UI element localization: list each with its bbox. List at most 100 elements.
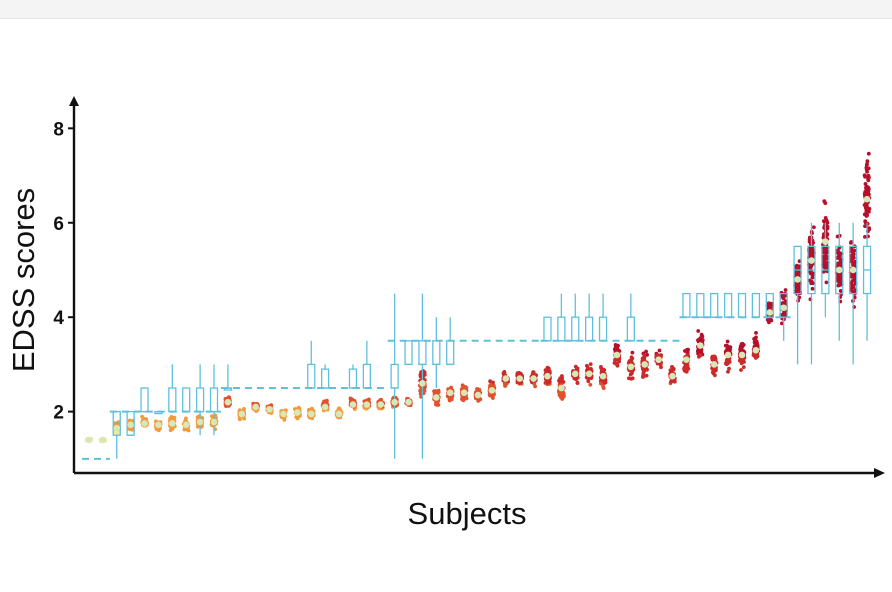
- mean-marker: [155, 421, 162, 429]
- observation-point: [488, 379, 492, 384]
- observation-point: [294, 415, 299, 419]
- observation-point: [422, 370, 427, 375]
- observation-point: [824, 263, 829, 268]
- observation-point: [852, 277, 857, 282]
- observation-point: [839, 277, 843, 282]
- observation-point: [685, 353, 690, 358]
- observation-point: [422, 389, 427, 393]
- mean-marker: [585, 370, 593, 378]
- observation-point: [630, 350, 635, 355]
- observation-point: [168, 416, 173, 421]
- observation-point: [142, 417, 146, 421]
- boxplot-box: [626, 316, 635, 342]
- observation-point: [863, 205, 868, 210]
- observation-point: [796, 273, 800, 278]
- mean-marker: [196, 418, 204, 426]
- observation-point: [559, 395, 563, 400]
- boxplot-box: [168, 387, 177, 413]
- observation-point: [614, 347, 619, 351]
- observation-point: [726, 369, 730, 374]
- observation-point: [836, 262, 841, 267]
- y-tick-label: 6: [53, 214, 64, 235]
- observation-point: [727, 366, 731, 371]
- observation-point: [794, 287, 799, 292]
- observation-point: [821, 219, 826, 224]
- observation-point: [836, 283, 841, 288]
- observation-point: [783, 288, 788, 292]
- observation-point: [699, 349, 703, 353]
- observation-point: [753, 341, 757, 345]
- observation-point: [864, 163, 869, 167]
- boxplot-box: [321, 368, 330, 389]
- observation-point: [794, 264, 799, 269]
- observation-point: [561, 394, 566, 399]
- boxplot-box: [182, 387, 191, 413]
- mean-marker: [141, 420, 148, 427]
- observation-point: [852, 260, 857, 265]
- observation-point: [561, 380, 566, 384]
- observation-point: [602, 380, 607, 385]
- observation-point: [824, 254, 829, 259]
- observation-point: [558, 392, 562, 396]
- observation-point: [433, 390, 438, 395]
- mean-marker: [558, 384, 565, 392]
- observation-point: [655, 353, 660, 358]
- boxplot-box: [390, 363, 399, 389]
- mean-marker: [280, 410, 287, 418]
- observation-point: [697, 338, 701, 343]
- boxplot-box: [751, 292, 761, 318]
- browser-top-strip: [0, 0, 892, 19]
- observation-point: [669, 380, 673, 384]
- observation-point: [738, 347, 742, 352]
- y-tick-label: 2: [53, 403, 64, 424]
- observation-point: [683, 349, 687, 353]
- mean-marker: [780, 304, 787, 312]
- mean-marker: [294, 409, 301, 416]
- observation-point: [644, 373, 649, 378]
- observation-point: [821, 261, 826, 266]
- observation-point: [282, 416, 287, 421]
- observation-point: [838, 289, 843, 293]
- mean-marker: [766, 309, 774, 316]
- observation-point: [863, 235, 867, 239]
- observation-point: [852, 248, 857, 253]
- observation-point: [851, 252, 856, 257]
- observation-point: [113, 431, 117, 436]
- observation-point: [825, 220, 830, 225]
- mean-marker: [752, 346, 760, 354]
- observation-point: [823, 258, 827, 262]
- observation-point: [367, 397, 371, 402]
- observation-point: [532, 381, 537, 386]
- boxplot-box: [571, 316, 580, 342]
- observation-point: [585, 363, 589, 368]
- observation-point: [781, 313, 786, 318]
- observation-point: [501, 372, 506, 376]
- observation-point: [575, 380, 580, 385]
- mean-marker: [460, 389, 468, 397]
- observation-point: [200, 416, 205, 420]
- observation-point: [835, 256, 840, 260]
- mean-marker: [641, 361, 649, 368]
- observation-point: [780, 301, 785, 305]
- observation-point: [710, 357, 715, 362]
- observation-point: [588, 362, 593, 366]
- observation-point: [629, 376, 634, 381]
- observation-point: [849, 249, 854, 254]
- mean-marker: [113, 424, 121, 432]
- mean-marker: [613, 351, 621, 359]
- mean-marker: [169, 420, 176, 427]
- observation-point: [809, 279, 814, 284]
- observation-point: [741, 365, 746, 369]
- boxplot-box: [723, 292, 733, 318]
- boxplot-box: [446, 340, 455, 366]
- y-axis-title: EDSS scores: [6, 188, 41, 372]
- mean-marker: [127, 421, 134, 429]
- observation-point: [657, 348, 662, 353]
- observation-point: [558, 376, 563, 381]
- mean-marker: [252, 403, 259, 411]
- mean-marker: [697, 342, 704, 349]
- observation-point: [849, 287, 854, 292]
- mean-marker: [349, 401, 357, 408]
- mean-marker: [863, 195, 871, 203]
- mean-marker: [724, 351, 732, 359]
